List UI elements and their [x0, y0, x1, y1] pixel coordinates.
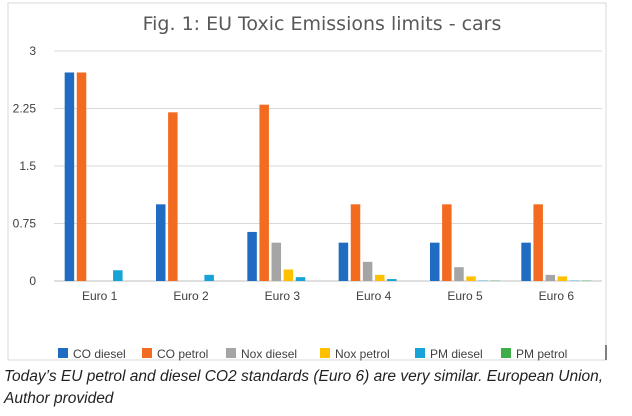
y-axis-tick-labels: 0 0.75 1.5 2.25 3	[13, 44, 37, 288]
legend-swatch-pm-petrol	[501, 348, 511, 358]
figure-caption: Today’s EU petrol and diesel CO2 standar…	[4, 368, 604, 407]
bar-co-diesel-euro-6	[521, 242, 531, 281]
bar-nox-diesel-euro-6	[545, 274, 556, 281]
legend-swatch-co-diesel	[58, 348, 68, 358]
bar-pm-diesel-euro-1	[113, 270, 123, 281]
bar-co-diesel-euro-4	[338, 242, 349, 281]
bar-co-petrol-euro-3	[259, 104, 269, 281]
bar-co-diesel-euro-3	[247, 231, 257, 281]
chart-area-border	[7, 2, 607, 361]
bar-co-petrol-euro-1	[76, 72, 87, 281]
bar-nox-diesel-euro-4	[362, 261, 373, 281]
x-tick-label: Euro 3	[265, 289, 301, 303]
legend-label-nox-petrol: Nox petrol	[335, 347, 390, 361]
bar-nox-petrol-euro-5	[466, 276, 476, 281]
x-axis-tick-labels: Euro 1 Euro 2 Euro 3 Euro 4 Euro 5 Euro 6	[82, 289, 574, 303]
legend: CO diesel CO petrol Nox diesel Nox petrol PM…	[58, 347, 567, 361]
y-tick-label: 1.5	[19, 159, 36, 173]
bar-nox-petrol-euro-6	[557, 276, 568, 281]
y-tick-label: 0.75	[13, 217, 37, 231]
bars	[64, 72, 592, 281]
y-tick-label: 0	[29, 274, 36, 288]
bar-co-petrol-euro-6	[533, 204, 543, 281]
bar-pm-diesel-euro-4	[387, 279, 397, 281]
y-tick-label: 3	[29, 44, 36, 58]
bar-pm-diesel-euro-2	[204, 274, 214, 281]
bar-co-diesel-euro-5	[430, 242, 440, 281]
bar-nox-petrol-euro-3	[283, 269, 294, 281]
legend-label-pm-petrol: PM petrol	[516, 347, 567, 361]
legend-swatch-nox-diesel	[226, 348, 236, 358]
bar-co-petrol-euro-5	[442, 204, 452, 281]
legend-swatch-nox-petrol	[320, 348, 330, 358]
legend-label-co-diesel: CO diesel	[73, 347, 126, 361]
bar-nox-diesel-euro-5	[454, 267, 464, 281]
legend-label-co-petrol: CO petrol	[157, 347, 208, 361]
bar-co-petrol-euro-2	[168, 112, 178, 281]
bar-co-diesel-euro-2	[156, 204, 166, 281]
x-tick-label: Euro 6	[539, 289, 575, 303]
legend-swatch-co-petrol	[142, 348, 152, 358]
x-tick-label: Euro 1	[82, 289, 118, 303]
bar-co-petrol-euro-4	[350, 204, 361, 281]
x-tick-label: Euro 2	[173, 289, 209, 303]
y-tick-label: 2.25	[13, 102, 37, 116]
legend-swatch-pm-diesel	[415, 348, 425, 358]
x-tick-label: Euro 4	[356, 289, 392, 303]
bar-nox-diesel-euro-3	[271, 242, 282, 281]
gridlines	[54, 50, 602, 282]
chart-title: Fig. 1: EU Toxic Emissions limits - cars	[143, 13, 502, 35]
bar-pm-diesel-euro-3	[295, 277, 306, 281]
x-tick-label: Euro 5	[447, 289, 483, 303]
bar-co-diesel-euro-1	[64, 72, 75, 281]
legend-label-pm-diesel: PM diesel	[430, 347, 483, 361]
legend-label-nox-diesel: Nox diesel	[241, 347, 297, 361]
bar-nox-petrol-euro-4	[374, 274, 385, 281]
